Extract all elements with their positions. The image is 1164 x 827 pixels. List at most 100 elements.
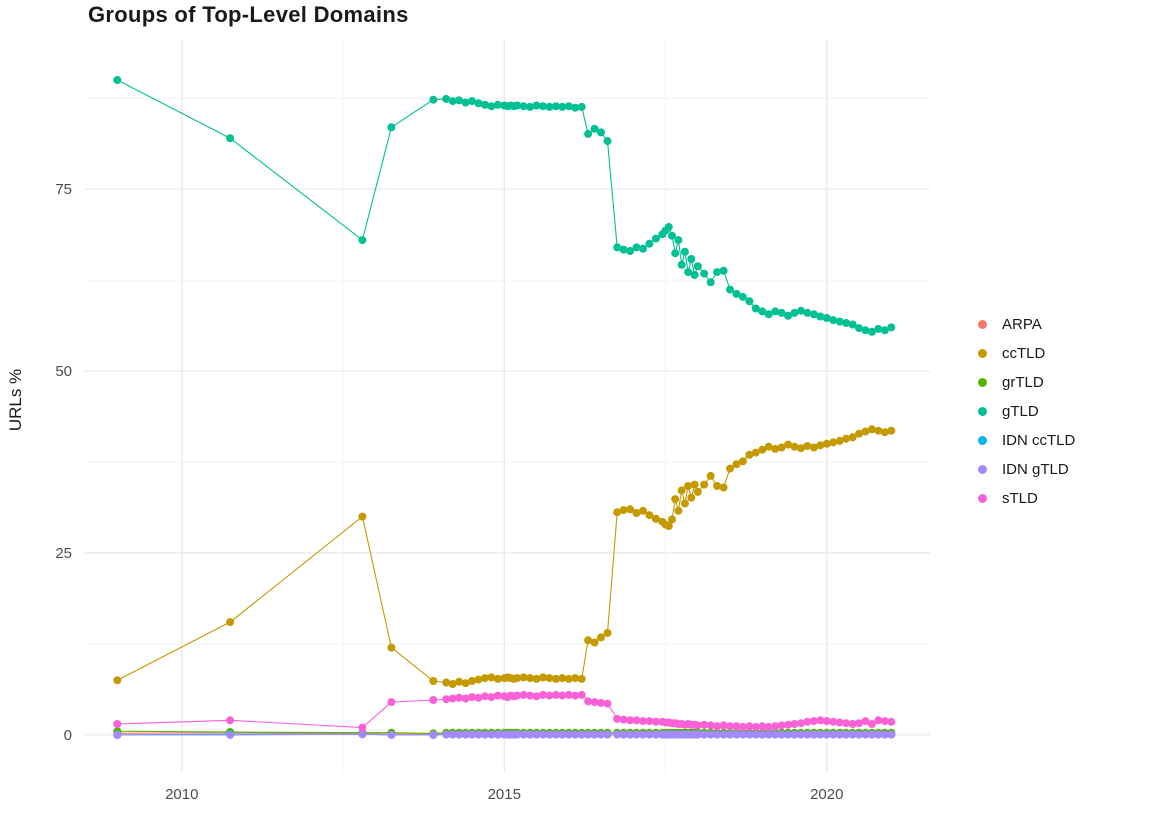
data-point <box>632 730 641 739</box>
y-tick-label: 50 <box>55 363 72 380</box>
series-stld <box>113 690 896 732</box>
data-point <box>790 442 799 451</box>
data-point <box>726 285 734 294</box>
data-point <box>867 425 876 434</box>
data-point <box>358 236 367 245</box>
series-gtld <box>113 76 896 336</box>
data-point <box>764 310 773 319</box>
data-point <box>584 697 593 706</box>
data-point <box>822 314 831 322</box>
data-point <box>468 97 476 106</box>
data-point <box>668 515 676 524</box>
data-point <box>532 101 541 110</box>
legend-item-arpa: ARPA <box>978 310 1075 339</box>
data-point <box>613 243 622 252</box>
data-point <box>732 722 741 731</box>
data-point <box>584 129 593 138</box>
legend-item-cctld: ccTLD <box>978 339 1075 368</box>
data-point <box>603 629 612 637</box>
data-point <box>619 506 628 515</box>
data-point <box>619 730 628 739</box>
data-point <box>532 692 541 701</box>
data-point <box>848 320 857 329</box>
data-point <box>745 722 754 731</box>
data-point <box>887 426 896 435</box>
data-point <box>639 506 647 515</box>
data-point <box>564 730 573 739</box>
data-point <box>526 730 535 739</box>
legend-label: sTLD <box>1002 490 1038 507</box>
data-point <box>551 674 560 683</box>
legend-label: IDN gTLD <box>1002 461 1069 478</box>
data-point <box>564 674 573 683</box>
data-point <box>480 692 489 701</box>
data-point <box>677 486 686 495</box>
data-point <box>680 499 689 508</box>
data-point <box>113 720 122 728</box>
data-point <box>651 717 660 726</box>
data-point <box>577 102 586 111</box>
data-point <box>532 674 541 683</box>
data-point <box>700 720 709 729</box>
legend-item-grtld: grTLD <box>978 368 1075 397</box>
data-point <box>461 98 470 107</box>
data-point <box>700 730 709 739</box>
data-point <box>474 693 483 702</box>
data-point <box>429 677 438 685</box>
data-point <box>564 102 573 111</box>
data-point <box>706 278 715 287</box>
legend-label: ccTLD <box>1002 345 1046 362</box>
data-point <box>571 730 580 739</box>
data-point <box>803 730 812 739</box>
data-point <box>738 457 747 466</box>
data-point <box>545 674 554 683</box>
data-point <box>861 717 870 726</box>
data-point <box>639 244 647 253</box>
data-point <box>429 696 438 704</box>
data-point <box>887 730 896 739</box>
data-point <box>358 512 367 521</box>
data-point <box>474 730 483 739</box>
data-point <box>584 636 593 645</box>
data-point <box>513 101 522 110</box>
data-point <box>664 522 673 531</box>
data-point <box>822 717 831 726</box>
data-point <box>880 730 889 739</box>
data-point <box>738 292 747 301</box>
data-point <box>732 289 741 298</box>
data-point <box>693 721 702 730</box>
data-point <box>651 234 660 243</box>
data-point <box>639 717 647 726</box>
data-point <box>645 511 654 520</box>
legend-label: IDN ccTLD <box>1002 432 1076 449</box>
data-point <box>684 482 693 490</box>
data-point <box>719 483 728 492</box>
data-point <box>571 691 580 700</box>
data-point <box>822 730 831 739</box>
data-point <box>539 102 547 111</box>
data-point <box>613 730 622 739</box>
data-point <box>461 679 470 688</box>
data-point <box>577 690 586 699</box>
data-point <box>468 677 476 685</box>
series-cctld <box>113 425 896 688</box>
data-point <box>113 730 122 739</box>
data-point <box>693 730 702 739</box>
data-point <box>687 255 696 263</box>
data-point <box>613 508 622 517</box>
y-tick-label: 0 <box>64 727 72 744</box>
data-point <box>842 319 851 327</box>
data-point <box>829 717 838 726</box>
data-point <box>590 638 599 647</box>
data-point <box>626 716 635 725</box>
data-point <box>880 717 889 726</box>
data-point <box>816 312 825 321</box>
data-point <box>584 730 593 739</box>
data-point <box>455 693 464 702</box>
data-point <box>113 76 122 84</box>
series-idn-gtld <box>113 730 896 739</box>
data-point <box>745 297 754 306</box>
data-point <box>848 730 857 739</box>
x-tick-label: 2020 <box>810 786 843 803</box>
